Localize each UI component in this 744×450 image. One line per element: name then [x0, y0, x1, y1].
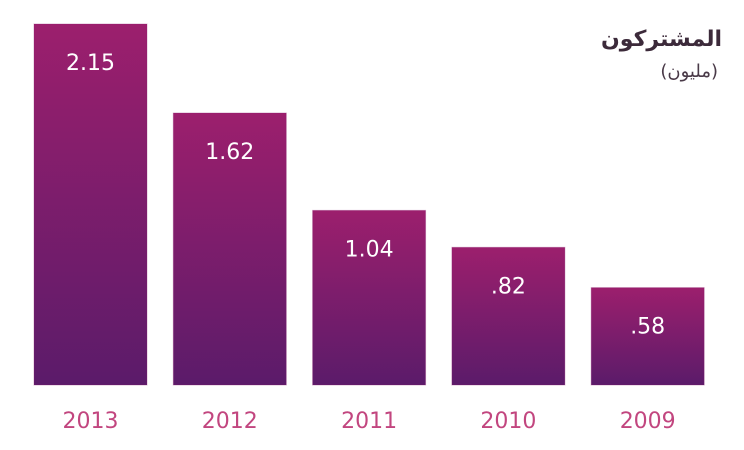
- value-label: .58: [630, 315, 665, 340]
- value-label: 2.15: [66, 51, 115, 76]
- x-tick-label: 2012: [202, 409, 258, 434]
- bar: [33, 23, 148, 386]
- x-tick-label: 2010: [480, 409, 536, 434]
- x-tick-label: 2009: [620, 409, 676, 434]
- value-label: 1.62: [205, 140, 254, 165]
- x-tick-label: 2011: [341, 409, 397, 434]
- value-label: .82: [491, 274, 526, 299]
- bar: [172, 112, 287, 386]
- chart-subtitle: (مليون): [660, 61, 718, 82]
- bar: [312, 209, 427, 386]
- bar: [590, 287, 705, 386]
- x-tick-label: 2013: [63, 409, 119, 434]
- bar: [451, 246, 566, 386]
- value-label: 1.04: [345, 237, 394, 262]
- chart-title: المشتركون: [601, 27, 722, 52]
